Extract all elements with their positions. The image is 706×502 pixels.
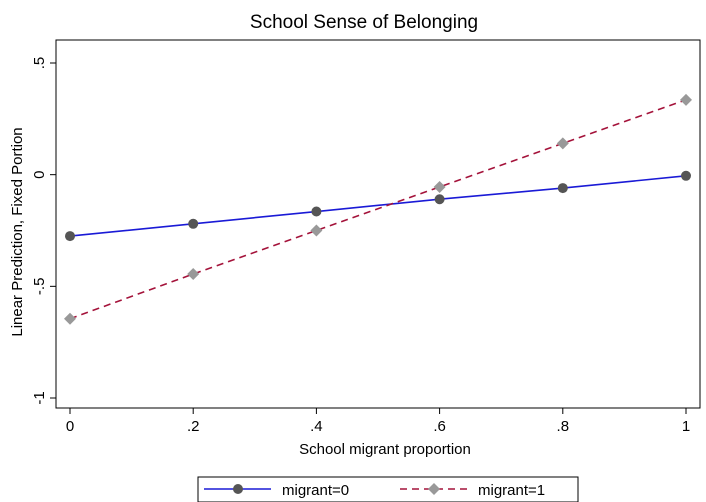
data-point-migrant-0 <box>681 170 691 181</box>
x-tick-label: 1 <box>682 418 690 435</box>
series-line-migrant-1 <box>69 99 687 320</box>
legend: migrant=0 migrant=1 <box>197 476 579 502</box>
data-point-migrant-1 <box>310 224 323 237</box>
y-tick-label: -1 <box>31 391 48 404</box>
legend-marker-migrant-1 <box>428 483 440 495</box>
legend-marker-migrant-0 <box>233 484 243 494</box>
data-point-migrant-0 <box>557 183 568 194</box>
x-tick-label: .8 <box>557 418 570 435</box>
legend-label-migrant-0: migrant=0 <box>282 482 349 499</box>
y-tick-label: -.5 <box>31 278 48 296</box>
data-point-migrant-1 <box>187 268 200 281</box>
legend-label-migrant-1: migrant=1 <box>478 482 545 499</box>
data-point-migrant-0 <box>434 194 445 205</box>
data-point-migrant-1 <box>556 137 569 150</box>
y-tick-label: 0 <box>31 170 48 178</box>
data-point-migrant-1 <box>680 93 692 106</box>
x-tick-label: .4 <box>310 418 323 435</box>
x-axis: 0 .2 .4 .6 .8 1 <box>66 408 690 435</box>
x-tick-label: 0 <box>66 418 74 435</box>
y-axis-label: Linear Prediction, Fixed Portion <box>9 127 26 336</box>
data-point-migrant-1 <box>433 180 446 193</box>
data-point-migrant-0 <box>311 206 322 217</box>
y-axis: -1 -.5 0 .5 <box>31 57 56 405</box>
y-tick-label: .5 <box>31 57 48 70</box>
data-point-migrant-1 <box>64 312 76 325</box>
x-tick-label: .2 <box>187 418 200 435</box>
data-point-migrant-0 <box>65 231 75 242</box>
series-line-migrant-0 <box>69 174 687 237</box>
plot-area <box>55 39 701 409</box>
data-point-migrant-0 <box>188 218 199 229</box>
chart-title: School Sense of Belonging <box>250 12 478 33</box>
series-layer <box>64 93 692 325</box>
x-axis-label: School migrant proportion <box>299 441 471 458</box>
x-tick-label: .6 <box>433 418 446 435</box>
